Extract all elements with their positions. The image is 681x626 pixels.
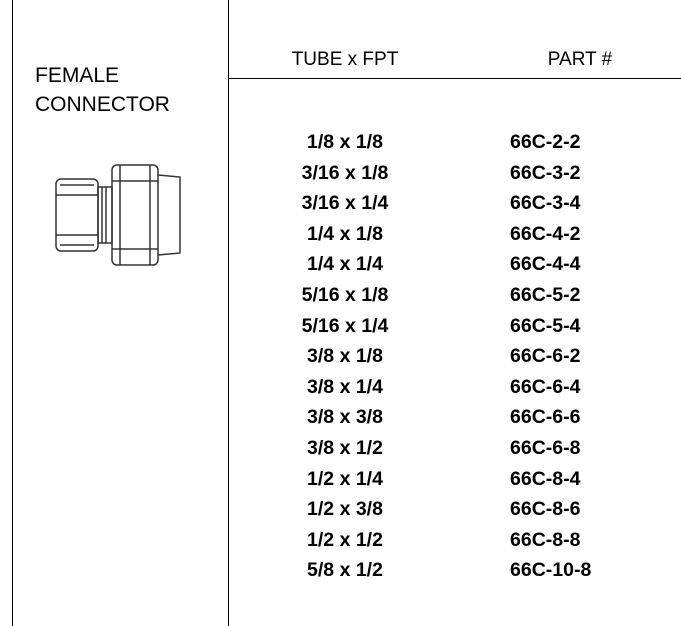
left-border — [12, 0, 13, 626]
part-number: 66C-8-8 — [510, 528, 581, 551]
part-number: 66C-5-2 — [510, 284, 581, 306]
part-number: 66C-3-4 — [510, 192, 581, 215]
tube-size: 5/8 x 1/2 — [307, 559, 383, 582]
part-number: 66C-6-6 — [510, 406, 581, 429]
part-number: 66C-6-8 — [510, 437, 581, 459]
part-number: 66C-3-2 — [510, 161, 581, 184]
tube-size: 1/8 x 1/8 — [307, 131, 383, 153]
part-number: 66C-5-4 — [510, 314, 581, 337]
part-number: 66C-2-2 — [510, 131, 581, 153]
tube-size: 3/16 x 1/4 — [301, 192, 389, 215]
tube-size: 3/8 x 1/8 — [307, 345, 383, 368]
title-line: FEMALE — [35, 64, 120, 87]
part-number: 66C-6-2 — [510, 345, 581, 368]
part-number: 66C-10-8 — [510, 559, 592, 582]
part-number: 66C-6-4 — [510, 375, 581, 398]
header-rule — [228, 78, 681, 79]
tube-size: 1/2 x 3/8 — [307, 498, 383, 521]
part-number: 66C-4-2 — [510, 222, 581, 245]
part-number: 66C-8-6 — [510, 498, 581, 521]
tube-size: 3/8 x 1/4 — [307, 375, 383, 398]
part-number: 66C-8-4 — [510, 467, 581, 490]
tube-size: 1/4 x 1/8 — [307, 222, 383, 245]
fitting-illustration — [55, 164, 181, 266]
tube-size: 5/16 x 1/8 — [301, 284, 389, 306]
column-header: PART # — [547, 49, 613, 70]
tube-size: 1/2 x 1/4 — [307, 467, 383, 490]
column-header: TUBE x FPT — [291, 49, 399, 70]
title-line: CONNECTOR — [35, 93, 170, 116]
tube-size: 3/8 x 1/2 — [307, 437, 383, 459]
part-number: 66C-4-4 — [510, 253, 581, 276]
tube-size: 3/16 x 1/8 — [301, 161, 389, 184]
tube-size: 3/8 x 3/8 — [307, 406, 383, 429]
tube-size: 1/4 x 1/4 — [307, 253, 383, 276]
tube-size: 5/16 x 1/4 — [301, 314, 389, 337]
divider — [228, 0, 229, 626]
tube-size: 1/2 x 1/2 — [307, 528, 383, 551]
